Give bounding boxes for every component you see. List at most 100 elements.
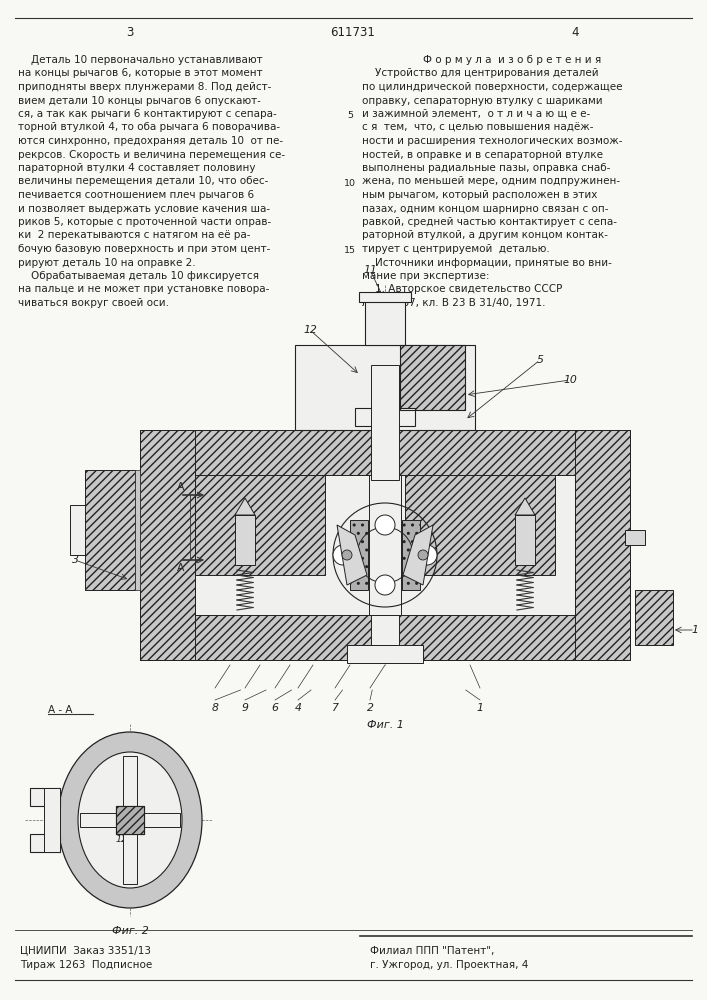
Bar xyxy=(400,345,465,410)
Text: ЦНИИПИ  Заказ 3351/13: ЦНИИПИ Заказ 3351/13 xyxy=(20,945,151,955)
Bar xyxy=(123,756,137,884)
Text: ностей, в оправке и в сепараторной втулке: ностей, в оправке и в сепараторной втулк… xyxy=(362,149,603,159)
Circle shape xyxy=(375,575,395,595)
Text: 5: 5 xyxy=(537,355,544,365)
Bar xyxy=(515,515,535,565)
Text: мание при экспертизе:: мание при экспертизе: xyxy=(362,271,489,281)
Bar xyxy=(80,813,180,827)
Bar xyxy=(116,806,144,834)
Text: оправку, сепараторную втулку с шариками: оправку, сепараторную втулку с шариками xyxy=(362,96,602,105)
Text: 12: 12 xyxy=(116,836,128,844)
Text: 2: 2 xyxy=(366,703,373,713)
Text: жена, по меньшей мере, одним подпружинен-: жена, по меньшей мере, одним подпружинен… xyxy=(362,176,620,186)
Text: 7: 7 xyxy=(332,703,339,713)
Text: г. Ужгород, ул. Проектная, 4: г. Ужгород, ул. Проектная, 4 xyxy=(370,960,528,970)
Bar xyxy=(575,430,630,660)
Text: ным рычагом, который расположен в этих: ным рычагом, который расположен в этих xyxy=(362,190,597,200)
Text: ся, а так как рычаги 6 контактируют с сепара-: ся, а так как рычаги 6 контактируют с се… xyxy=(18,109,276,119)
Text: пазах, одним концом шарнирно связан с оп-: пазах, одним концом шарнирно связан с оп… xyxy=(362,204,609,214)
Bar xyxy=(116,806,144,834)
Ellipse shape xyxy=(58,732,202,908)
Text: рекрсов. Скорость и величина перемещения се-: рекрсов. Скорость и величина перемещения… xyxy=(18,149,285,159)
Bar xyxy=(350,520,368,590)
Text: выполнены радиальные пазы, оправка снаб-: выполнены радиальные пазы, оправка снаб- xyxy=(362,163,610,173)
Text: рируют деталь 10 на оправке 2.: рируют деталь 10 на оправке 2. xyxy=(18,257,196,267)
Text: чиваться вокруг своей оси.: чиваться вокруг своей оси. xyxy=(18,298,169,308)
Text: Филиал ППП "Патент",: Филиал ППП "Патент", xyxy=(370,946,494,956)
Text: величины перемещения детали 10, что обес-: величины перемещения детали 10, что обес… xyxy=(18,176,269,186)
Text: № 430967, кл. В 23 В 31/40, 1971.: № 430967, кл. В 23 В 31/40, 1971. xyxy=(362,298,546,308)
Bar xyxy=(402,520,420,590)
Text: ки  2 перекатываются с натягом на её ра-: ки 2 перекатываются с натягом на её ра- xyxy=(18,231,250,240)
Text: риков 5, которые с проточенной части оправ-: риков 5, которые с проточенной части опр… xyxy=(18,217,271,227)
Bar xyxy=(347,645,423,663)
Polygon shape xyxy=(515,498,535,515)
Text: 5: 5 xyxy=(347,111,353,120)
Bar xyxy=(625,530,645,545)
Text: 3: 3 xyxy=(71,555,78,565)
Bar xyxy=(30,834,60,852)
Text: 6: 6 xyxy=(271,703,279,713)
Text: 4: 4 xyxy=(295,703,301,713)
Bar xyxy=(359,292,411,302)
Text: на концы рычагов 6, которые в этот момент: на концы рычагов 6, которые в этот момен… xyxy=(18,68,262,79)
Circle shape xyxy=(375,515,395,535)
Bar xyxy=(365,300,405,345)
Text: по цилиндрической поверхности, содержащее: по цилиндрической поверхности, содержаще… xyxy=(362,82,622,92)
Bar xyxy=(85,470,135,590)
Text: А - А: А - А xyxy=(48,705,73,715)
Text: и зажимной элемент,  о т л и ч а ю щ е е-: и зажимной элемент, о т л и ч а ю щ е е- xyxy=(362,109,590,119)
Text: торной втулкой 4, то оба рычага 6 поворачива-: торной втулкой 4, то оба рычага 6 повора… xyxy=(18,122,280,132)
Bar xyxy=(140,615,630,660)
Bar xyxy=(140,430,195,660)
Text: 611731: 611731 xyxy=(331,25,375,38)
Bar xyxy=(44,788,60,852)
Bar xyxy=(70,505,85,555)
Bar xyxy=(405,475,555,575)
Bar xyxy=(140,430,630,475)
Text: А: А xyxy=(177,563,185,573)
Text: бочую базовую поверхность и при этом цент-: бочую базовую поверхность и при этом цен… xyxy=(18,244,270,254)
Text: параторной втулки 4 составляет половину: параторной втулки 4 составляет половину xyxy=(18,163,255,173)
Text: 3: 3 xyxy=(127,25,134,38)
Text: Тираж 1263  Подписное: Тираж 1263 Подписное xyxy=(20,960,152,970)
Circle shape xyxy=(417,545,437,565)
Text: раторной втулкой, а другим концом контак-: раторной втулкой, а другим концом контак… xyxy=(362,231,608,240)
Polygon shape xyxy=(337,525,367,585)
Text: Обрабатываемая деталь 10 фиксируется: Обрабатываемая деталь 10 фиксируется xyxy=(18,271,259,281)
Text: 15: 15 xyxy=(344,246,356,255)
Text: ются синхронно, предохраняя деталь 10  от пе-: ются синхронно, предохраняя деталь 10 от… xyxy=(18,136,283,146)
Polygon shape xyxy=(235,498,255,515)
Bar xyxy=(371,365,399,480)
Text: 8: 8 xyxy=(211,703,218,713)
Text: равкой, средней частью контактирует с сепа-: равкой, средней частью контактирует с се… xyxy=(362,217,617,227)
Bar xyxy=(140,430,630,660)
Circle shape xyxy=(418,550,428,560)
Text: 10: 10 xyxy=(344,179,356,188)
Text: и позволяет выдержать условие качения ша-: и позволяет выдержать условие качения ша… xyxy=(18,204,270,214)
Bar xyxy=(135,470,140,590)
Text: Фиг. 1: Фиг. 1 xyxy=(366,720,404,730)
Bar xyxy=(195,475,325,575)
Bar xyxy=(295,345,475,430)
Text: 1: 1 xyxy=(691,625,699,635)
Text: тирует с центрируемой  деталью.: тирует с центрируемой деталью. xyxy=(362,244,550,254)
Text: печивается соотношением плеч рычагов 6: печивается соотношением плеч рычагов 6 xyxy=(18,190,254,200)
Text: 12: 12 xyxy=(303,325,317,335)
Circle shape xyxy=(342,550,352,560)
Text: ности и расширения технологических возмож-: ности и расширения технологических возмо… xyxy=(362,136,622,146)
Text: Деталь 10 первоначально устанавливают: Деталь 10 первоначально устанавливают xyxy=(18,55,262,65)
Text: 4: 4 xyxy=(571,25,579,38)
Text: приподняты вверх плунжерами 8. Под дейст-: приподняты вверх плунжерами 8. Под дейст… xyxy=(18,82,271,92)
Bar xyxy=(355,408,415,426)
Text: Фиг. 2: Фиг. 2 xyxy=(112,926,148,936)
Text: 1: 1 xyxy=(477,703,484,713)
Ellipse shape xyxy=(78,752,182,888)
Text: 10: 10 xyxy=(563,375,577,385)
Bar xyxy=(400,345,465,410)
Text: с я  тем,  что, с целью повышения надёж-: с я тем, что, с целью повышения надёж- xyxy=(362,122,593,132)
Circle shape xyxy=(333,545,353,565)
Text: Устройство для центрирования деталей: Устройство для центрирования деталей xyxy=(362,68,599,79)
Bar xyxy=(235,515,255,565)
Bar xyxy=(635,590,673,645)
